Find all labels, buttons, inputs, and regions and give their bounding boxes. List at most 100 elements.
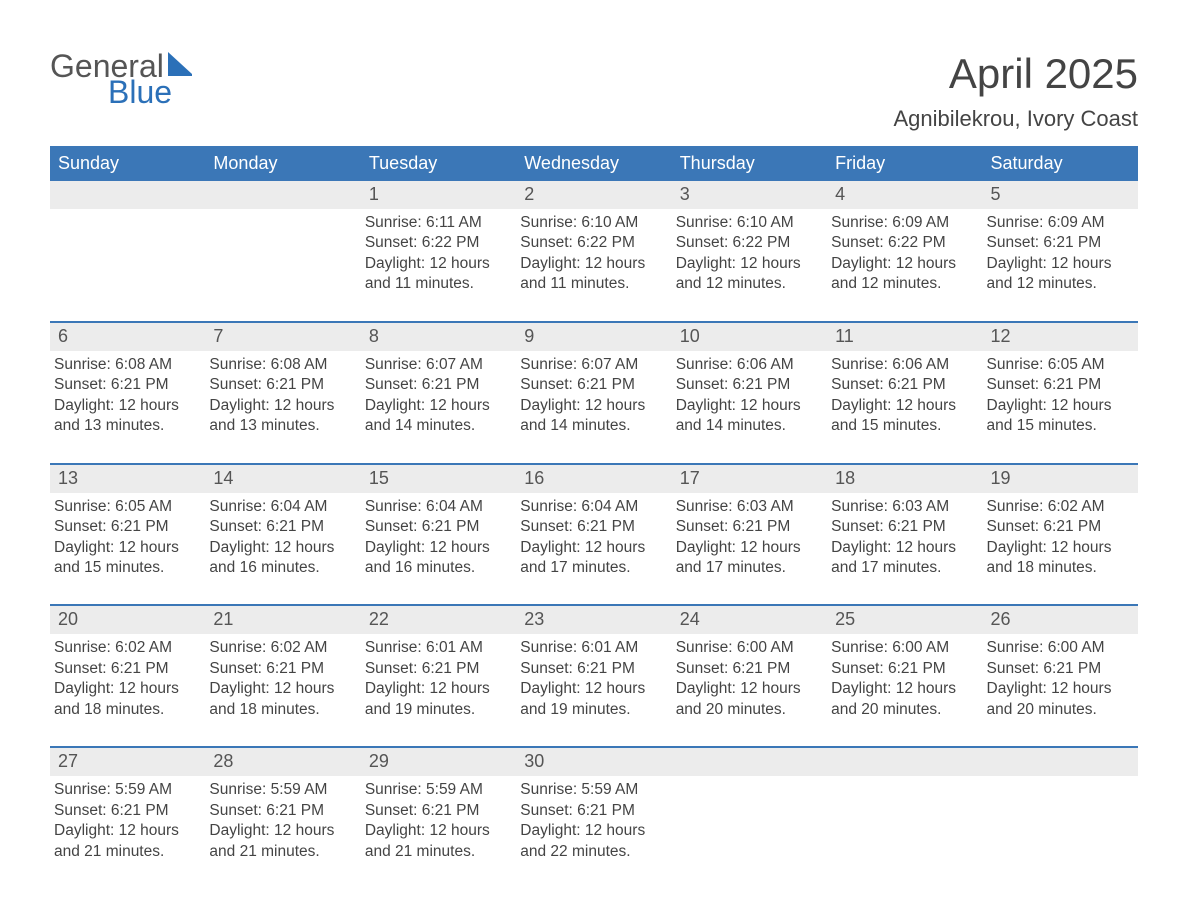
sunset-line: Sunset: 6:21 PM [520,375,667,395]
sunset-line: Sunset: 6:21 PM [676,375,823,395]
sunrise-line: Sunrise: 6:04 AM [520,497,667,517]
day-cell: 30Sunrise: 5:59 AMSunset: 6:21 PMDayligh… [516,748,671,866]
sunrise-line: Sunrise: 6:01 AM [365,638,512,658]
day-cell: 29Sunrise: 5:59 AMSunset: 6:21 PMDayligh… [361,748,516,866]
dow-saturday: Saturday [983,146,1138,181]
day-body: Sunrise: 6:05 AMSunset: 6:21 PMDaylight:… [983,351,1138,441]
sunset-line: Sunset: 6:21 PM [987,517,1134,537]
sunrise-line: Sunrise: 6:02 AM [54,638,201,658]
weeks-container: 1Sunrise: 6:11 AMSunset: 6:22 PMDaylight… [50,181,1138,866]
day-number: 24 [672,606,827,634]
sunrise-line: Sunrise: 6:08 AM [54,355,201,375]
daylight-line: Daylight: 12 hours and 12 minutes. [676,254,823,295]
day-body: Sunrise: 5:59 AMSunset: 6:21 PMDaylight:… [361,776,516,866]
sunset-line: Sunset: 6:21 PM [520,517,667,537]
daylight-line: Daylight: 12 hours and 12 minutes. [831,254,978,295]
sunrise-line: Sunrise: 6:00 AM [676,638,823,658]
day-cell: 20Sunrise: 6:02 AMSunset: 6:21 PMDayligh… [50,606,205,724]
day-body: Sunrise: 6:02 AMSunset: 6:21 PMDaylight:… [983,493,1138,583]
day-cell: 6Sunrise: 6:08 AMSunset: 6:21 PMDaylight… [50,323,205,441]
sunrise-line: Sunrise: 5:59 AM [520,780,667,800]
sunset-line: Sunset: 6:21 PM [209,801,356,821]
day-cell [983,748,1138,866]
day-cell: 24Sunrise: 6:00 AMSunset: 6:21 PMDayligh… [672,606,827,724]
day-number: 28 [205,748,360,776]
day-cell: 1Sunrise: 6:11 AMSunset: 6:22 PMDaylight… [361,181,516,299]
sunrise-line: Sunrise: 6:00 AM [987,638,1134,658]
sunrise-line: Sunrise: 6:11 AM [365,213,512,233]
day-body: Sunrise: 6:07 AMSunset: 6:21 PMDaylight:… [361,351,516,441]
day-cell [672,748,827,866]
sunset-line: Sunset: 6:21 PM [520,659,667,679]
day-cell: 28Sunrise: 5:59 AMSunset: 6:21 PMDayligh… [205,748,360,866]
daylight-line: Daylight: 12 hours and 18 minutes. [987,538,1134,579]
sunset-line: Sunset: 6:21 PM [987,659,1134,679]
daylight-line: Daylight: 12 hours and 19 minutes. [365,679,512,720]
day-number: 26 [983,606,1138,634]
day-number: 11 [827,323,982,351]
day-body [827,776,982,784]
sunset-line: Sunset: 6:22 PM [520,233,667,253]
sunset-line: Sunset: 6:21 PM [209,659,356,679]
daylight-line: Daylight: 12 hours and 20 minutes. [831,679,978,720]
sunrise-line: Sunrise: 6:04 AM [209,497,356,517]
sunrise-line: Sunrise: 6:07 AM [365,355,512,375]
day-body: Sunrise: 6:07 AMSunset: 6:21 PMDaylight:… [516,351,671,441]
day-number [827,748,982,776]
day-cell: 11Sunrise: 6:06 AMSunset: 6:21 PMDayligh… [827,323,982,441]
sunrise-line: Sunrise: 6:08 AM [209,355,356,375]
day-body: Sunrise: 6:08 AMSunset: 6:21 PMDaylight:… [205,351,360,441]
day-cell: 19Sunrise: 6:02 AMSunset: 6:21 PMDayligh… [983,465,1138,583]
sunset-line: Sunset: 6:21 PM [54,517,201,537]
daylight-line: Daylight: 12 hours and 12 minutes. [987,254,1134,295]
sunrise-line: Sunrise: 6:00 AM [831,638,978,658]
day-number: 12 [983,323,1138,351]
sunset-line: Sunset: 6:21 PM [831,659,978,679]
dow-monday: Monday [205,146,360,181]
day-number: 20 [50,606,205,634]
sunset-line: Sunset: 6:21 PM [676,517,823,537]
day-body: Sunrise: 6:04 AMSunset: 6:21 PMDaylight:… [205,493,360,583]
sunrise-line: Sunrise: 6:09 AM [831,213,978,233]
day-number: 3 [672,181,827,209]
day-number: 1 [361,181,516,209]
day-number: 27 [50,748,205,776]
sunset-line: Sunset: 6:22 PM [676,233,823,253]
daylight-line: Daylight: 12 hours and 18 minutes. [54,679,201,720]
daylight-line: Daylight: 12 hours and 17 minutes. [831,538,978,579]
sunrise-line: Sunrise: 6:03 AM [676,497,823,517]
location-subtitle: Agnibilekrou, Ivory Coast [893,106,1138,132]
day-cell: 23Sunrise: 6:01 AMSunset: 6:21 PMDayligh… [516,606,671,724]
day-body: Sunrise: 6:00 AMSunset: 6:21 PMDaylight:… [827,634,982,724]
day-cell: 14Sunrise: 6:04 AMSunset: 6:21 PMDayligh… [205,465,360,583]
daylight-line: Daylight: 12 hours and 20 minutes. [987,679,1134,720]
title-block: April 2025 Agnibilekrou, Ivory Coast [893,50,1138,132]
sunset-line: Sunset: 6:21 PM [209,375,356,395]
day-body: Sunrise: 6:11 AMSunset: 6:22 PMDaylight:… [361,209,516,299]
day-number: 2 [516,181,671,209]
day-number: 9 [516,323,671,351]
dow-wednesday: Wednesday [516,146,671,181]
day-body: Sunrise: 5:59 AMSunset: 6:21 PMDaylight:… [205,776,360,866]
daylight-line: Daylight: 12 hours and 15 minutes. [54,538,201,579]
day-body: Sunrise: 6:04 AMSunset: 6:21 PMDaylight:… [516,493,671,583]
day-number: 4 [827,181,982,209]
sunrise-line: Sunrise: 6:04 AM [365,497,512,517]
day-number: 22 [361,606,516,634]
day-body: Sunrise: 6:03 AMSunset: 6:21 PMDaylight:… [827,493,982,583]
daylight-line: Daylight: 12 hours and 11 minutes. [520,254,667,295]
day-body: Sunrise: 6:08 AMSunset: 6:21 PMDaylight:… [50,351,205,441]
header: General Blue April 2025 Agnibilekrou, Iv… [50,50,1138,132]
sunrise-line: Sunrise: 6:03 AM [831,497,978,517]
day-number: 10 [672,323,827,351]
sunrise-line: Sunrise: 6:05 AM [987,355,1134,375]
day-body [50,209,205,217]
day-number [983,748,1138,776]
daylight-line: Daylight: 12 hours and 21 minutes. [209,821,356,862]
sunrise-line: Sunrise: 5:59 AM [209,780,356,800]
day-number [50,181,205,209]
day-body: Sunrise: 6:09 AMSunset: 6:21 PMDaylight:… [983,209,1138,299]
brand-logo: General Blue [50,50,196,108]
day-number: 5 [983,181,1138,209]
sunset-line: Sunset: 6:21 PM [987,233,1134,253]
